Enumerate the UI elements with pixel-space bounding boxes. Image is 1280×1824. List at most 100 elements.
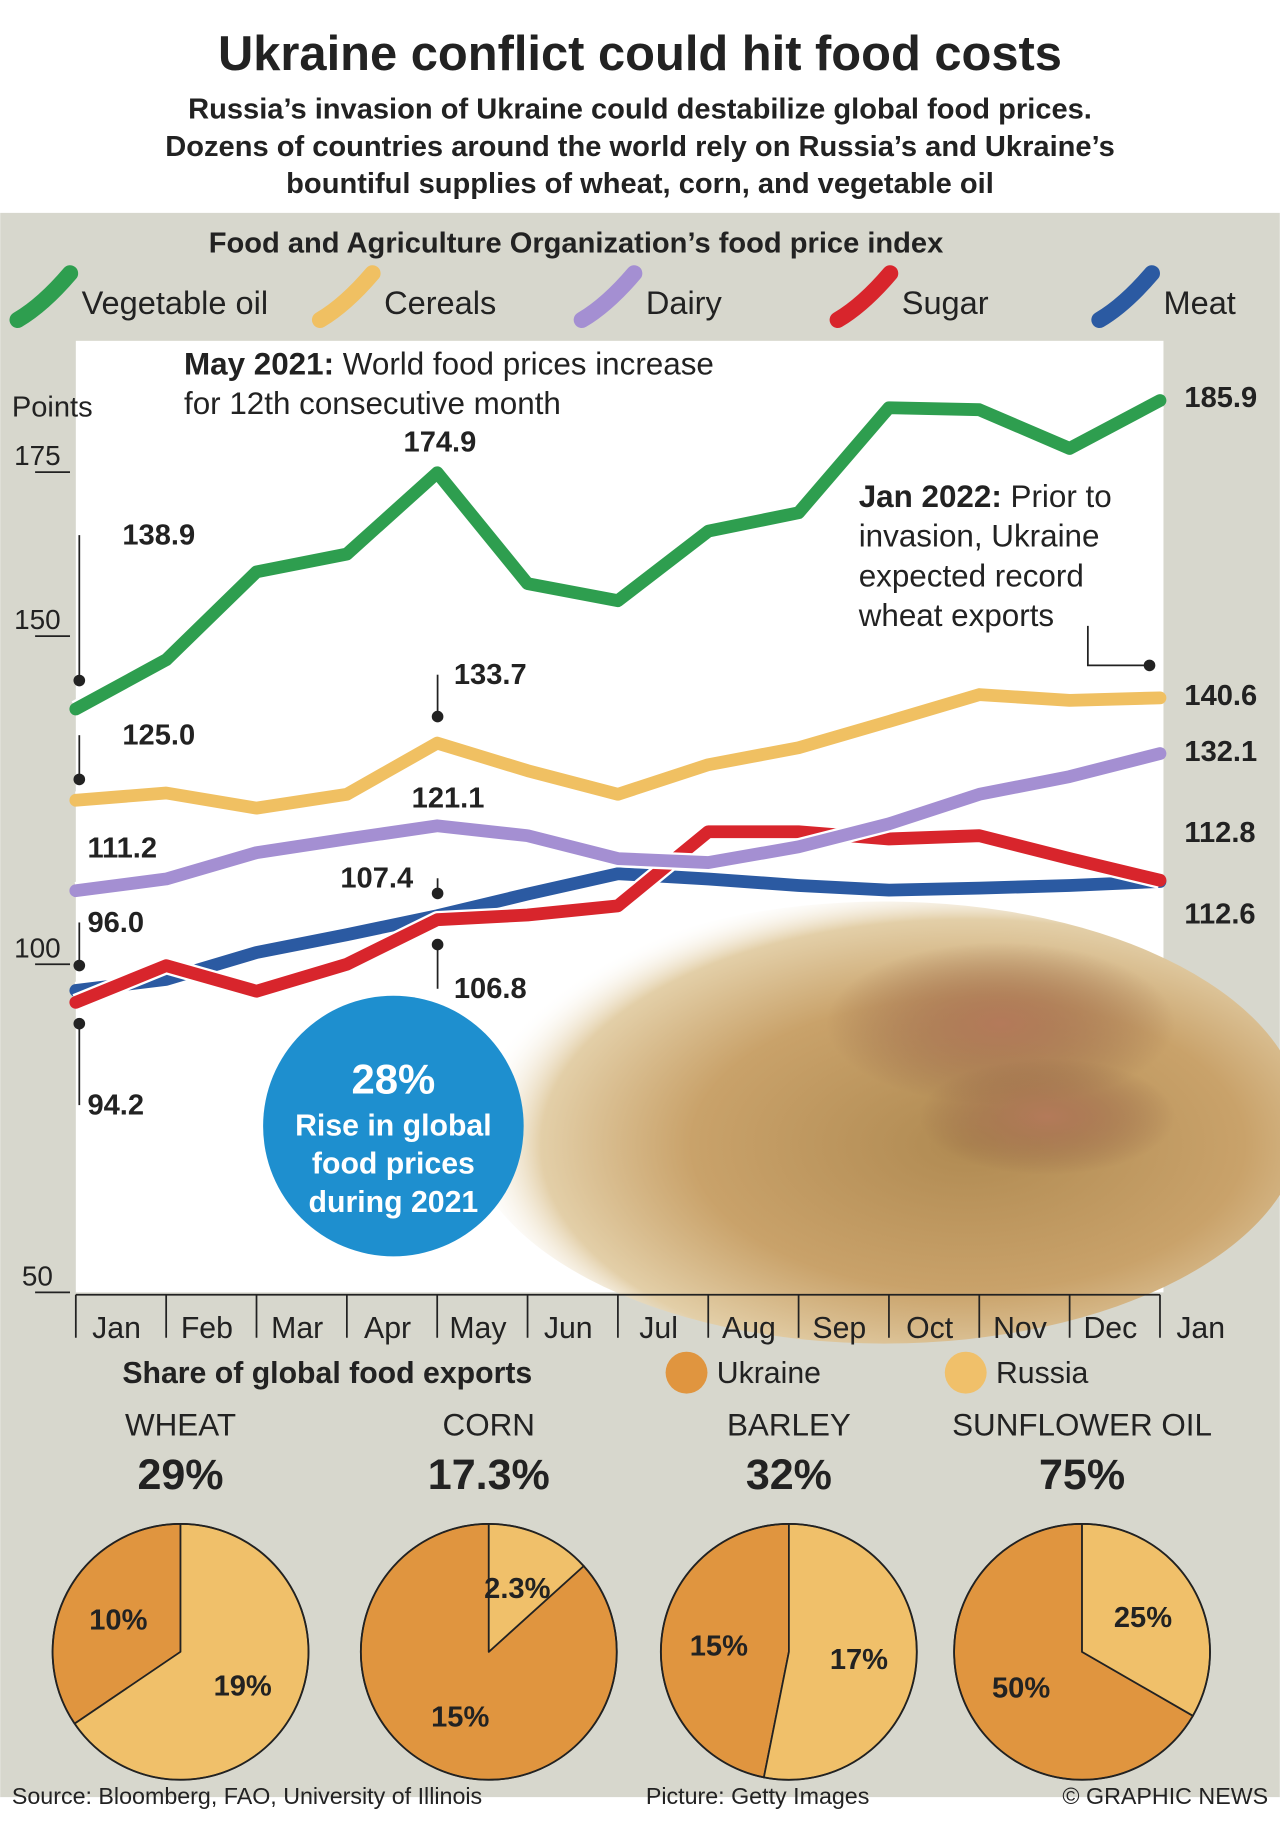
subtitle: bountiful supplies of wheat, corn, and v… (286, 168, 994, 200)
value-label: 125.0 (122, 719, 195, 751)
series-line (69, 688, 1167, 815)
pie-total: 32% (746, 1451, 832, 1499)
x-tick-label: Sep (812, 1312, 866, 1345)
y-tick-label: 100 (14, 932, 61, 963)
annotation-text: wheat exports (858, 598, 1054, 633)
series-line (69, 867, 1167, 997)
subtitle: Dozens of countries around the world rel… (165, 131, 1115, 163)
pie-value-label: 10% (89, 1604, 147, 1636)
pie-value-label: 2.3% (484, 1573, 550, 1605)
x-tick-label: Jan (92, 1312, 141, 1345)
pie-title: BARLEY (727, 1407, 851, 1442)
legend-swatch (944, 1351, 987, 1394)
legend-swatch (9, 265, 79, 329)
exports-title: Share of global food exports (122, 1357, 532, 1390)
legend-swatch (665, 1351, 708, 1394)
y-axis-label: Points (12, 391, 93, 423)
legend-swatch (829, 265, 899, 329)
annotation-dot (1143, 659, 1156, 672)
annotation-text: World food prices increase (343, 347, 714, 382)
legend-label: Meat (1163, 285, 1235, 321)
annotation-label: Jan 2022: (859, 479, 1002, 514)
legend-label: Vegetable oil (82, 285, 269, 321)
chart-title: Food and Agriculture Organization’s food… (209, 227, 944, 259)
callout-text: Rise in global (295, 1109, 492, 1142)
value-label: 133.7 (454, 659, 527, 691)
annotation-label: May 2021: (184, 347, 334, 382)
value-label: 111.2 (87, 832, 157, 864)
value-label: 106.8 (454, 973, 527, 1005)
label-dot (431, 887, 444, 900)
pie-total: 17.3% (428, 1451, 550, 1499)
y-tick-label: 150 (14, 604, 61, 635)
legend-label: Dairy (646, 285, 723, 321)
legend-swatch (573, 265, 643, 329)
value-label: 174.9 (404, 426, 477, 458)
callout-text: food prices (312, 1148, 475, 1181)
callout-headline: 28% (351, 1055, 435, 1102)
copyright: © GRAPHIC NEWS (1062, 1783, 1268, 1809)
pie-outline (51, 1523, 310, 1781)
annotation-text: Prior to (1011, 479, 1112, 514)
value-label: 112.8 (1184, 817, 1255, 849)
legend-label: Russia (996, 1357, 1089, 1390)
x-tick-label: Dec (1083, 1312, 1137, 1345)
legend-swatch (311, 265, 381, 329)
source: Source: Bloomberg, FAO, University of Il… (12, 1783, 482, 1809)
subtitle: Russia’s invasion of Ukraine could desta… (188, 94, 1092, 126)
legend-swatch (1091, 265, 1160, 329)
label-dot (73, 1017, 86, 1030)
value-label: 96.0 (87, 907, 144, 939)
pie-outline (953, 1523, 1211, 1781)
picture-credit: Picture: Getty Images (646, 1783, 870, 1809)
label-dot (431, 938, 444, 951)
label-dot (73, 674, 86, 687)
pie-title: CORN (443, 1407, 535, 1442)
photo-hands (919, 1058, 1176, 1175)
x-tick-label: Nov (993, 1312, 1048, 1345)
pie-value-label: 15% (690, 1630, 748, 1662)
label-dot (73, 773, 86, 786)
pie-total: 29% (137, 1451, 223, 1499)
annotation: May 2021: World food prices increase (184, 347, 714, 382)
value-label: 121.1 (412, 782, 485, 814)
callout-circle (263, 995, 524, 1257)
y-tick-label: 50 (22, 1260, 53, 1291)
x-tick-label: Apr (364, 1312, 411, 1345)
x-tick-label: May (449, 1312, 507, 1345)
legend-label: Ukraine (717, 1357, 821, 1390)
pie-value-label: 17% (830, 1644, 888, 1676)
value-label: 94.2 (87, 1089, 144, 1121)
callout-text: during 2021 (309, 1186, 479, 1219)
x-tick-label: Jan (1176, 1312, 1225, 1345)
label-dot (73, 959, 86, 972)
annotation-text: for 12th consecutive month (184, 386, 561, 421)
legend-label: Cereals (384, 285, 496, 321)
value-label: 112.6 (1184, 899, 1255, 931)
pie-value-label: 25% (1114, 1602, 1172, 1634)
value-label: 138.9 (122, 519, 195, 551)
value-label: 185.9 (1184, 382, 1257, 414)
series-line (69, 747, 1167, 898)
x-tick-label: Oct (906, 1312, 954, 1345)
annotation-text: expected record (859, 558, 1084, 593)
label-dot (431, 710, 444, 723)
value-label: 132.1 (1184, 736, 1257, 768)
x-tick-label: Mar (271, 1312, 323, 1345)
footer-background (0, 1797, 1280, 1824)
annotation-text: invasion, Ukraine (859, 519, 1100, 554)
pie-title: SUNFLOWER OIL (952, 1407, 1212, 1442)
series-line (69, 825, 1167, 1009)
pie-total: 75% (1039, 1451, 1125, 1499)
y-tick-label: 175 (14, 440, 61, 471)
x-tick-label: Aug (722, 1312, 776, 1345)
x-tick-label: Jul (639, 1312, 678, 1345)
pie-title: WHEAT (125, 1407, 236, 1442)
value-label: 140.6 (1184, 680, 1257, 712)
value-label: 107.4 (340, 863, 414, 895)
x-tick-label: Feb (181, 1312, 233, 1345)
pie-value-label: 50% (992, 1672, 1050, 1704)
annotation-leader (1086, 625, 1150, 667)
